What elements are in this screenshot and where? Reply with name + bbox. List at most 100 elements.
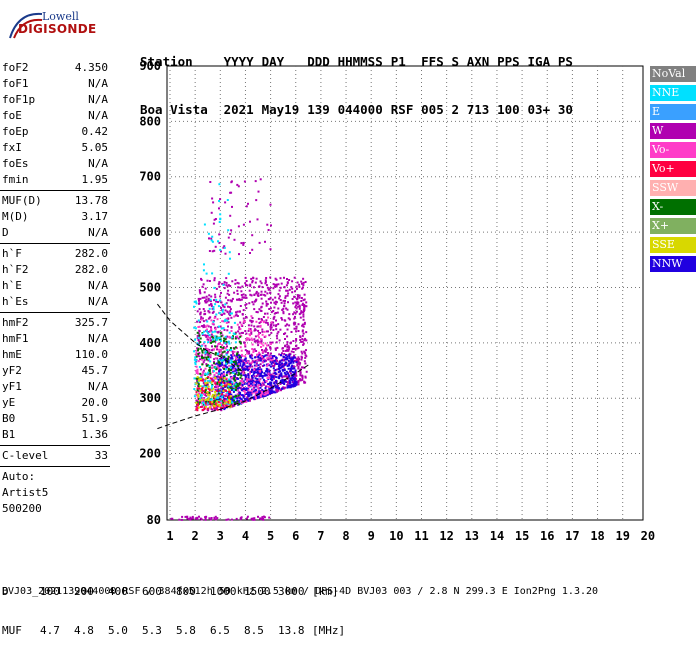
data-point xyxy=(201,334,204,336)
x-tick-label: 7 xyxy=(317,529,324,543)
data-point xyxy=(194,338,197,341)
data-point xyxy=(195,353,198,356)
data-point xyxy=(223,350,226,353)
data-point xyxy=(221,399,224,402)
data-point xyxy=(233,399,236,402)
data-point xyxy=(221,351,224,354)
x-tick-label: 16 xyxy=(540,529,554,543)
data-point xyxy=(210,333,213,336)
data-point xyxy=(255,368,258,371)
data-point xyxy=(257,387,260,390)
data-point xyxy=(232,405,235,408)
param-name: yF2 xyxy=(2,364,22,377)
data-point xyxy=(241,365,244,368)
data-point xyxy=(257,292,260,295)
data-point xyxy=(264,312,266,315)
data-point xyxy=(207,298,210,301)
data-point xyxy=(259,386,262,389)
data-point xyxy=(246,377,249,380)
data-point xyxy=(203,291,206,294)
data-point xyxy=(208,352,211,355)
data-point xyxy=(207,232,210,235)
data-point xyxy=(222,387,225,390)
data-point xyxy=(299,379,302,382)
data-point xyxy=(248,362,251,365)
data-point xyxy=(282,381,284,384)
data-point xyxy=(264,279,267,282)
data-point xyxy=(280,366,283,369)
data-point xyxy=(207,336,210,339)
data-point xyxy=(219,198,222,201)
data-point xyxy=(254,359,257,362)
data-point xyxy=(235,371,238,374)
data-point xyxy=(210,305,213,308)
data-point xyxy=(250,361,253,364)
data-point xyxy=(253,381,256,384)
data-point xyxy=(237,385,240,388)
data-point xyxy=(202,378,205,381)
data-point xyxy=(302,313,305,316)
data-point xyxy=(295,330,298,333)
data-point xyxy=(265,359,267,362)
data-point xyxy=(230,389,233,391)
data-point xyxy=(213,348,215,351)
data-point xyxy=(259,280,262,283)
data-point xyxy=(222,339,225,342)
data-point xyxy=(210,402,213,405)
data-point xyxy=(222,371,225,374)
data-point xyxy=(220,335,223,338)
data-point xyxy=(301,304,304,306)
data-point xyxy=(288,380,291,382)
data-point xyxy=(284,358,287,361)
header-values-2: May19 xyxy=(261,102,300,117)
muf-label: MUF xyxy=(2,624,22,637)
data-point xyxy=(209,399,212,402)
data-point xyxy=(202,320,205,323)
data-point xyxy=(170,517,173,520)
data-point xyxy=(214,376,217,379)
data-point xyxy=(245,398,248,401)
data-point xyxy=(245,360,248,363)
data-point xyxy=(266,389,269,392)
header-values-10: 03+ xyxy=(527,102,551,117)
data-point xyxy=(245,517,248,520)
data-point xyxy=(209,354,212,357)
data-point xyxy=(196,389,199,392)
data-point xyxy=(258,353,261,356)
data-point xyxy=(269,325,272,328)
distance-value: 800 xyxy=(176,585,196,598)
data-point xyxy=(272,310,275,312)
data-point xyxy=(281,376,284,379)
data-point xyxy=(297,330,300,332)
data-point xyxy=(269,390,272,393)
data-point xyxy=(205,400,208,403)
data-point xyxy=(269,392,271,395)
data-point xyxy=(221,394,224,397)
data-point xyxy=(271,355,274,358)
data-point xyxy=(223,377,226,380)
data-point xyxy=(221,393,224,396)
data-point xyxy=(224,309,227,312)
data-point xyxy=(240,349,243,352)
data-point xyxy=(277,367,280,370)
data-point xyxy=(302,284,305,287)
data-point xyxy=(221,344,224,347)
data-point xyxy=(284,386,286,389)
data-point xyxy=(279,370,282,373)
data-point xyxy=(227,385,230,388)
data-point xyxy=(254,377,257,380)
header-values-1: 2021 xyxy=(223,102,254,117)
param-row: fmin 1.95 xyxy=(0,172,110,188)
data-point xyxy=(294,301,297,304)
data-point xyxy=(233,291,236,294)
data-point xyxy=(286,278,288,280)
data-point xyxy=(233,402,236,405)
data-point xyxy=(272,361,275,364)
data-point xyxy=(270,388,273,391)
data-point xyxy=(269,347,272,350)
data-point xyxy=(200,406,203,408)
data-point xyxy=(243,341,246,344)
data-point xyxy=(244,330,247,332)
data-point xyxy=(208,517,211,520)
x-tick-label: 3 xyxy=(217,529,224,543)
